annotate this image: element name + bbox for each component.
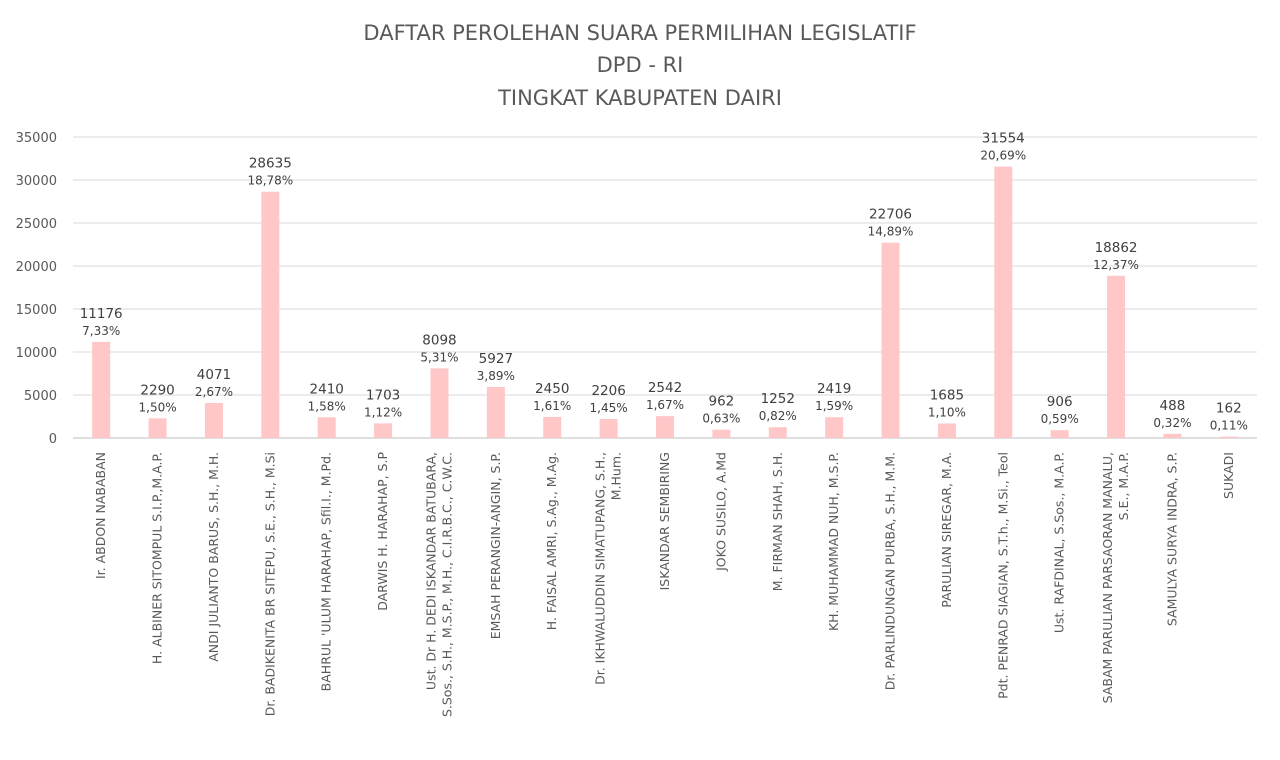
y-tick-label: 15000 xyxy=(16,303,57,318)
bar xyxy=(825,417,844,438)
data-label-value: 1252 xyxy=(761,391,795,407)
x-category-label: SAMULYA SURYA INDRA, S.P. xyxy=(1164,452,1179,626)
data-label-value: 28635 xyxy=(249,156,292,172)
x-category-label: EMSAH PERANGIN-ANGIN, S.P. xyxy=(488,452,503,639)
x-category-label: KH. MUHAMMAD NUH, M.S.P. xyxy=(826,452,841,631)
x-category-label: Ust. RAFDINAL, S.Sos., M.A.P. xyxy=(1052,452,1067,633)
data-label-percent: 0,59% xyxy=(1041,412,1079,426)
data-label-percent: 1,59% xyxy=(815,399,853,413)
x-category-label: Ir. ABDON NABABAN xyxy=(93,452,108,579)
data-label-value: 18862 xyxy=(1095,240,1138,256)
x-category-label: H. FAISAL AMRI, S.Ag., M.Ag. xyxy=(544,452,559,630)
data-label-value: 962 xyxy=(708,394,734,410)
bar xyxy=(317,417,336,438)
bar xyxy=(994,166,1013,438)
bar xyxy=(543,416,562,438)
data-label-percent: 1,45% xyxy=(590,401,628,415)
data-label-percent: 14,89% xyxy=(868,225,914,239)
chart-title-line-2: DPD - RI xyxy=(597,53,684,77)
data-label-value: 2450 xyxy=(535,381,569,397)
x-category-label: Ust. Dr H. DEDI ISKANDAR BATUBARA,S.Sos.… xyxy=(423,452,454,717)
data-label-percent: 5,31% xyxy=(420,350,458,364)
data-label-percent: 7,33% xyxy=(82,324,120,338)
data-label-percent: 1,61% xyxy=(533,399,571,413)
data-label-value: 22706 xyxy=(869,207,912,223)
x-category-label: H. ALBINER SITOMPUL S.I.P.,M.A.P. xyxy=(150,452,165,664)
bar xyxy=(768,427,787,438)
data-label-percent: 12,37% xyxy=(1093,258,1139,272)
data-label-value: 4071 xyxy=(197,367,231,383)
x-category-label: Dr. IKHWALUDDIN SIMATUPANG, S.H.,M.Hum. xyxy=(593,452,624,685)
y-tick-label: 25000 xyxy=(16,217,57,232)
data-label-percent: 0,11% xyxy=(1210,419,1248,433)
x-category-label: JOKO SUSILO, A.Md xyxy=(713,452,728,572)
y-tick-label: 35000 xyxy=(16,131,57,146)
data-label-value: 8098 xyxy=(422,332,456,348)
data-label-percent: 1,67% xyxy=(646,398,684,412)
y-tick-label: 0 xyxy=(49,432,57,447)
data-label-percent: 1,50% xyxy=(139,400,177,414)
y-tick-label: 10000 xyxy=(16,346,57,361)
x-category-label: DARWIS H. HARAHAP, S.P xyxy=(375,452,390,611)
bar xyxy=(92,341,111,438)
data-label-value: 906 xyxy=(1047,394,1073,410)
bar xyxy=(1050,430,1069,438)
data-label-percent: 20,69% xyxy=(980,149,1026,163)
data-label-percent: 1,12% xyxy=(364,405,402,419)
chart-title-line-3: TINGKAT KABUPATEN DAIRI xyxy=(497,86,782,110)
x-category-label: M. FIRMAN SHAH, S.H. xyxy=(770,452,785,591)
bar xyxy=(1107,275,1126,438)
x-category-label: ANDI JULIANTO BARUS, S.H., M.H. xyxy=(206,452,221,662)
x-category-label: ISKANDAR SEMBIRING xyxy=(657,452,672,590)
bar xyxy=(204,402,223,438)
x-category-label: Dr. BADIKENITA BR SITEPU, S.E., S.H., M.… xyxy=(262,452,277,716)
chart-title-line-1: DAFTAR PEROLEHAN SUARA PERMILIHAN LEGISL… xyxy=(363,21,916,45)
data-label-percent: 1,10% xyxy=(928,406,966,420)
data-label-percent: 3,89% xyxy=(477,369,515,383)
data-label-percent: 0,63% xyxy=(702,412,740,426)
data-label-value: 488 xyxy=(1160,398,1186,414)
bar xyxy=(374,423,393,438)
data-label-value: 1703 xyxy=(366,387,400,403)
bar xyxy=(148,418,167,438)
bar xyxy=(430,368,449,438)
data-label-value: 2542 xyxy=(648,380,682,396)
data-label-percent: 0,82% xyxy=(759,409,797,423)
x-category-label: SUKADI xyxy=(1221,452,1236,499)
data-label-value: 5927 xyxy=(479,351,513,367)
x-category-label: PARULIAN SIREGAR, M.A. xyxy=(939,452,954,608)
bar xyxy=(261,191,280,438)
bar xyxy=(1163,433,1182,438)
data-label-value: 162 xyxy=(1216,401,1242,417)
data-label-value: 2410 xyxy=(310,381,344,397)
y-tick-label: 20000 xyxy=(16,260,57,275)
y-tick-label: 5000 xyxy=(24,389,57,404)
bar xyxy=(881,242,900,438)
y-tick-label: 30000 xyxy=(16,174,57,189)
data-label-value: 1685 xyxy=(930,388,964,404)
data-label-value: 2290 xyxy=(140,382,174,398)
data-label-percent: 0,32% xyxy=(1153,416,1191,430)
x-category-label: Dr. PARLINDUNGAN PURBA, S.H., M.M. xyxy=(883,452,898,690)
data-label-value: 31554 xyxy=(982,131,1025,147)
bar xyxy=(712,429,731,438)
data-label-value: 2206 xyxy=(591,383,625,399)
bar xyxy=(486,387,505,438)
bar xyxy=(599,419,618,438)
x-category-label: SABAM PARULIAN PARSAORAN MANALU,S.E., M.… xyxy=(1100,452,1131,703)
x-category-label: BAHRUL 'ULUM HARAHAP, Sfil.I., M.Pd. xyxy=(319,452,334,691)
data-label-value: 2419 xyxy=(817,381,851,397)
x-category-label: Pdt. PENRAD SIAGIAN, S.T.h., M.Si., Teol xyxy=(995,452,1010,699)
data-label-percent: 18,78% xyxy=(247,174,293,188)
data-label-percent: 1,58% xyxy=(308,399,346,413)
bar xyxy=(656,416,674,438)
bar xyxy=(937,423,956,438)
data-label-percent: 2,67% xyxy=(195,385,233,399)
bar xyxy=(1219,436,1238,438)
data-label-value: 11176 xyxy=(80,306,123,322)
